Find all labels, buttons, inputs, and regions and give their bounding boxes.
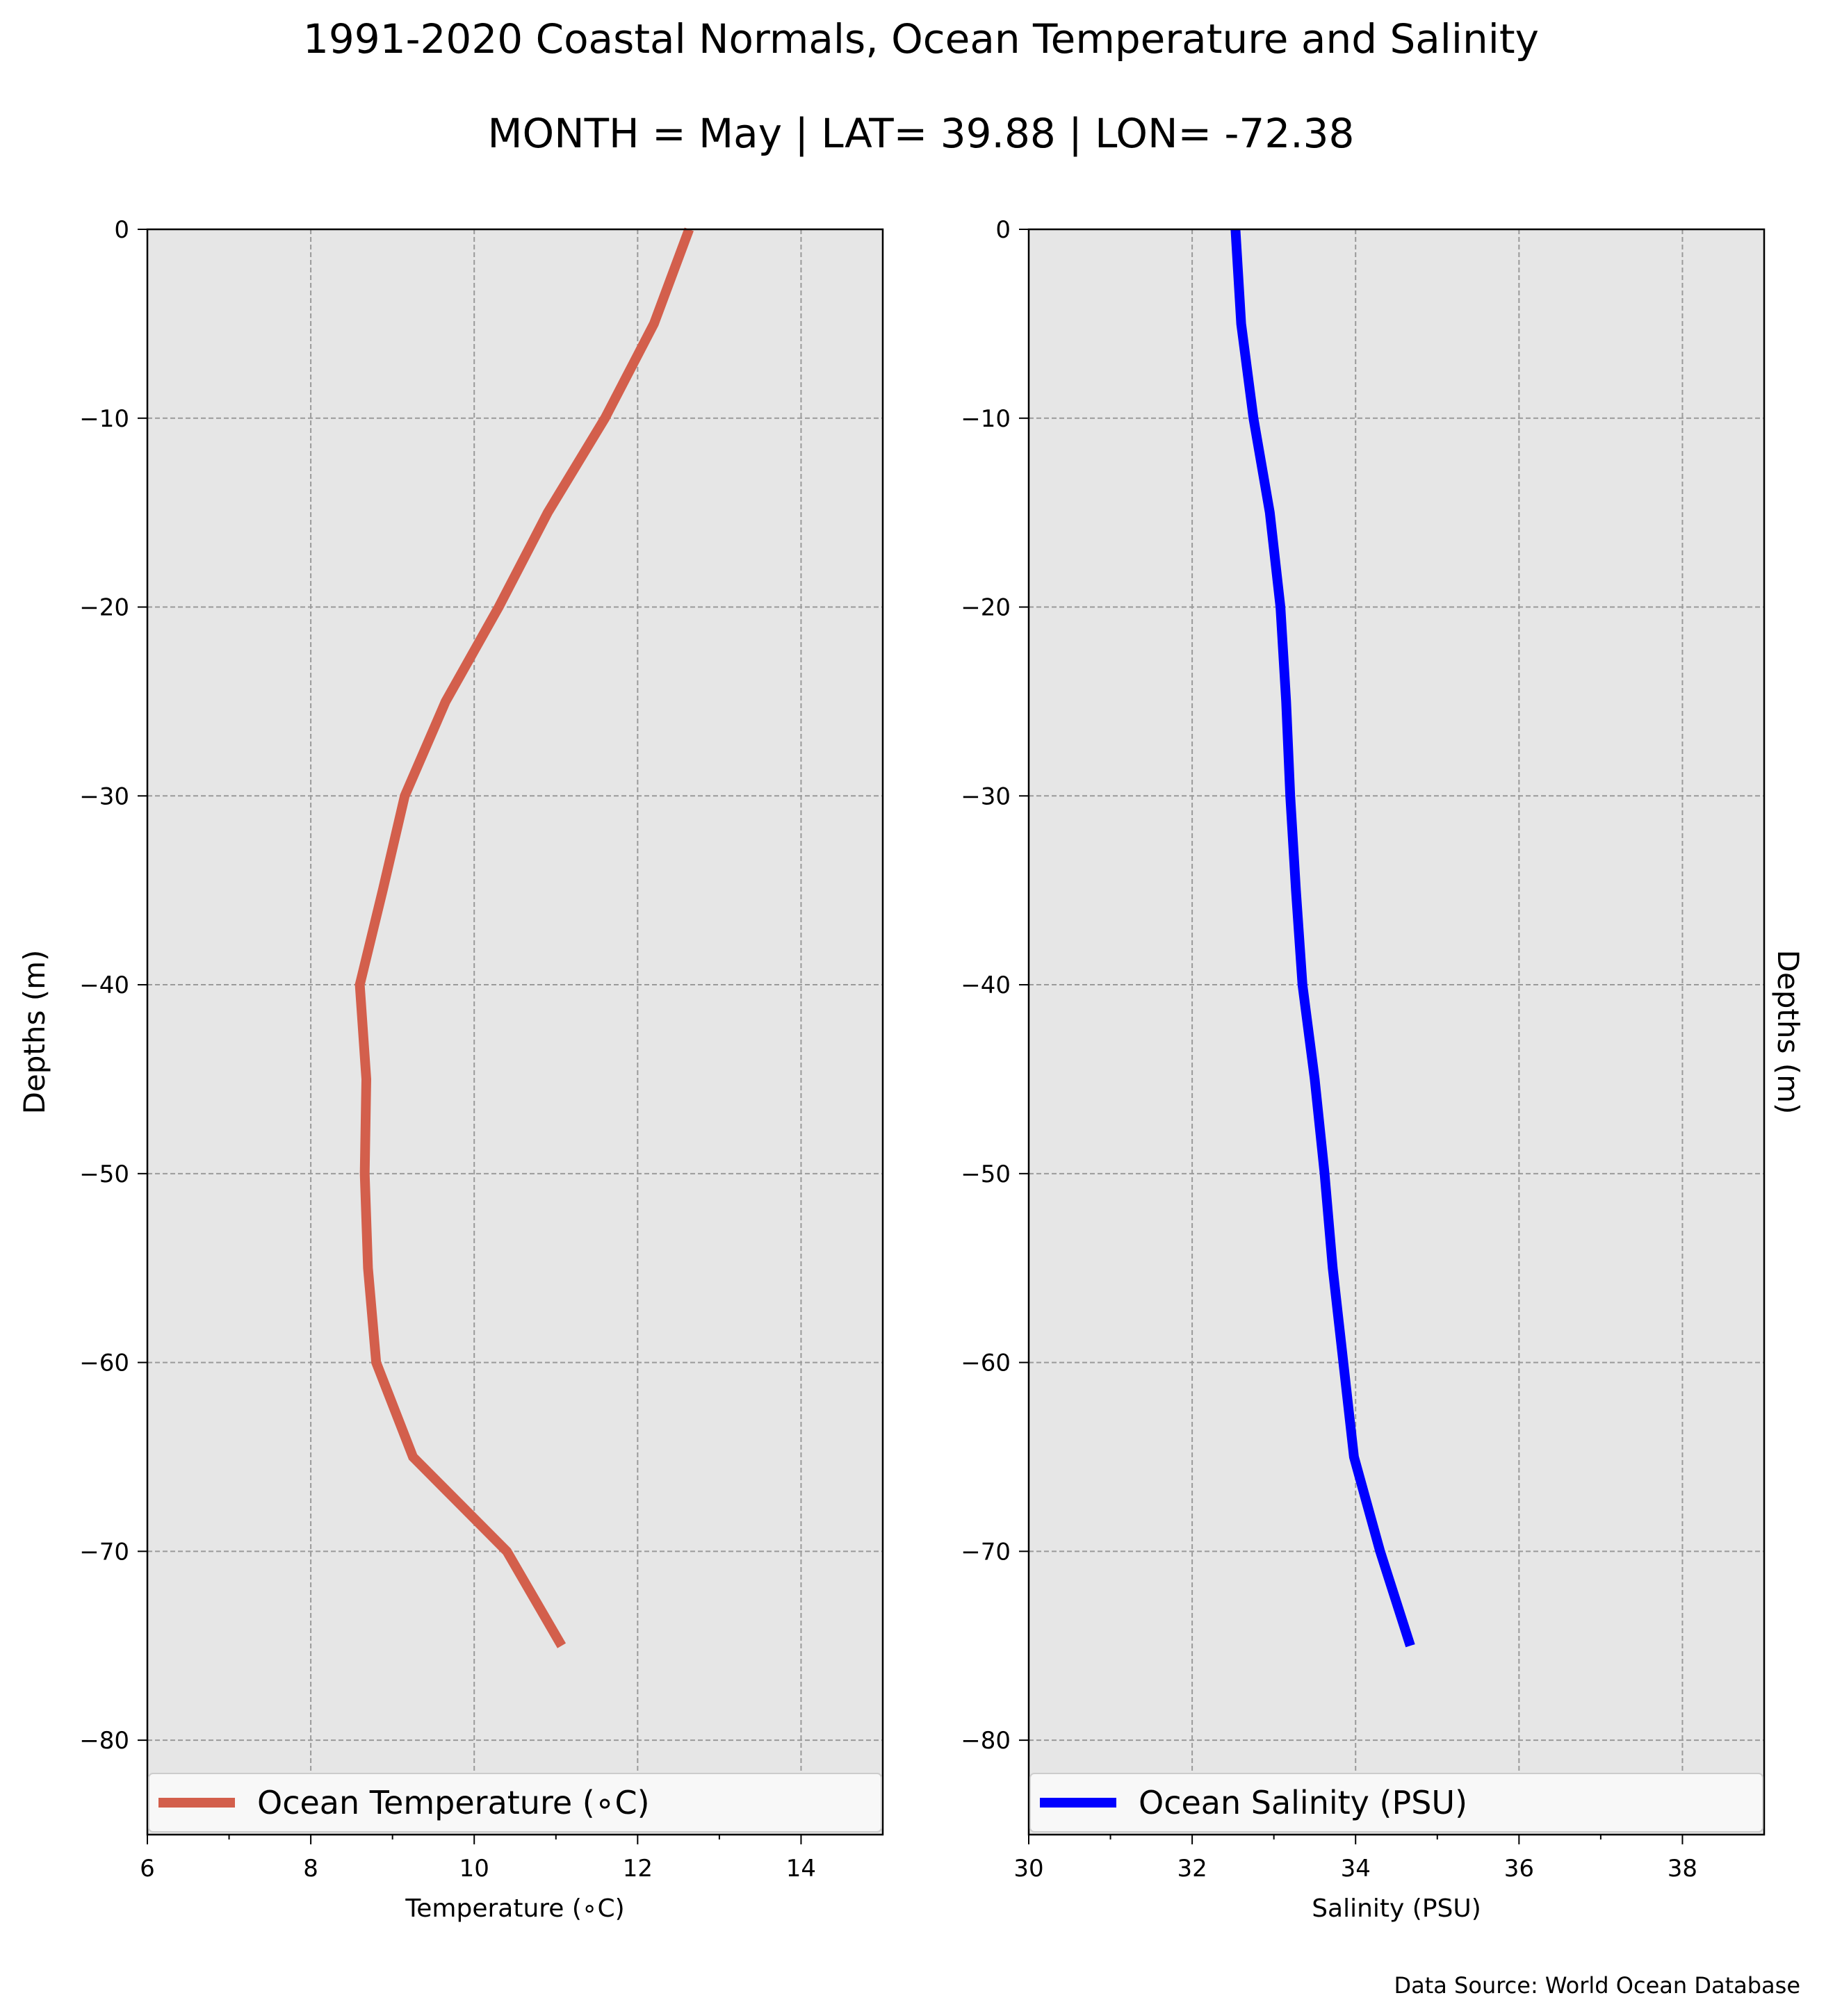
x-tick-label: 38 bbox=[1668, 1855, 1697, 1883]
x-tick-label: 14 bbox=[786, 1855, 816, 1883]
y-tick-label: 0 bbox=[995, 216, 1011, 244]
series-line-2 bbox=[1230, 229, 1415, 1648]
y-axis-label-right: Depths (m) bbox=[1771, 950, 1805, 1115]
x-tick-label: 6 bbox=[140, 1855, 155, 1883]
chart-subtitle: MONTH = May | LAT= 39.88 | LON= -72.38 bbox=[487, 110, 1355, 157]
y-tick-label: −50 bbox=[961, 1161, 1011, 1188]
x-tick-label: 8 bbox=[303, 1855, 318, 1883]
legend-box bbox=[1029, 1773, 1763, 1833]
data-source-note: Data Source: World Ocean Database bbox=[1394, 1972, 1800, 1999]
chart-title: 1991-2020 Coastal Normals, Ocean Tempera… bbox=[303, 15, 1539, 63]
x-tick-label: 10 bbox=[459, 1855, 489, 1883]
legend-label: Ocean Salinity (PSU) bbox=[1139, 1784, 1467, 1821]
x-axis-label: Temperature (∘C) bbox=[405, 1894, 624, 1923]
plot-area-1 bbox=[147, 229, 883, 1835]
x-tick-label: 32 bbox=[1177, 1855, 1207, 1883]
legend-label: Ocean Temperature (∘C) bbox=[257, 1784, 650, 1821]
y-tick-label: −60 bbox=[79, 1350, 129, 1377]
y-tick-label: −10 bbox=[79, 405, 129, 433]
y-tick-label: −40 bbox=[961, 972, 1011, 999]
x-tick-label: 12 bbox=[623, 1855, 653, 1883]
y-tick-label: −40 bbox=[79, 972, 129, 999]
axes-frame bbox=[146, 228, 884, 1836]
y-tick-label: −70 bbox=[79, 1538, 129, 1566]
legend-box bbox=[148, 1773, 882, 1833]
y-tick-label: −60 bbox=[961, 1350, 1011, 1377]
y-tick-label: −80 bbox=[79, 1727, 129, 1755]
x-tick-label: 34 bbox=[1341, 1855, 1371, 1883]
x-tick-label: 36 bbox=[1504, 1855, 1534, 1883]
y-tick-label: −50 bbox=[79, 1161, 129, 1188]
y-tick-label: −30 bbox=[961, 782, 1011, 810]
series-line-1 bbox=[354, 227, 694, 1648]
axes-frame bbox=[1027, 228, 1766, 1836]
y-axis-label: Depths (m) bbox=[17, 950, 51, 1115]
plot-area-2 bbox=[1029, 229, 1764, 1835]
x-tick-label: 30 bbox=[1013, 1855, 1043, 1883]
y-tick-label: −80 bbox=[961, 1727, 1011, 1755]
y-tick-label: −70 bbox=[961, 1538, 1011, 1566]
x-axis-label: Salinity (PSU) bbox=[1312, 1894, 1481, 1923]
y-tick-label: −30 bbox=[79, 782, 129, 810]
y-tick-label: 0 bbox=[114, 216, 129, 244]
y-tick-label: −20 bbox=[961, 594, 1011, 622]
y-tick-label: −10 bbox=[961, 405, 1011, 433]
y-tick-label: −20 bbox=[79, 594, 129, 622]
